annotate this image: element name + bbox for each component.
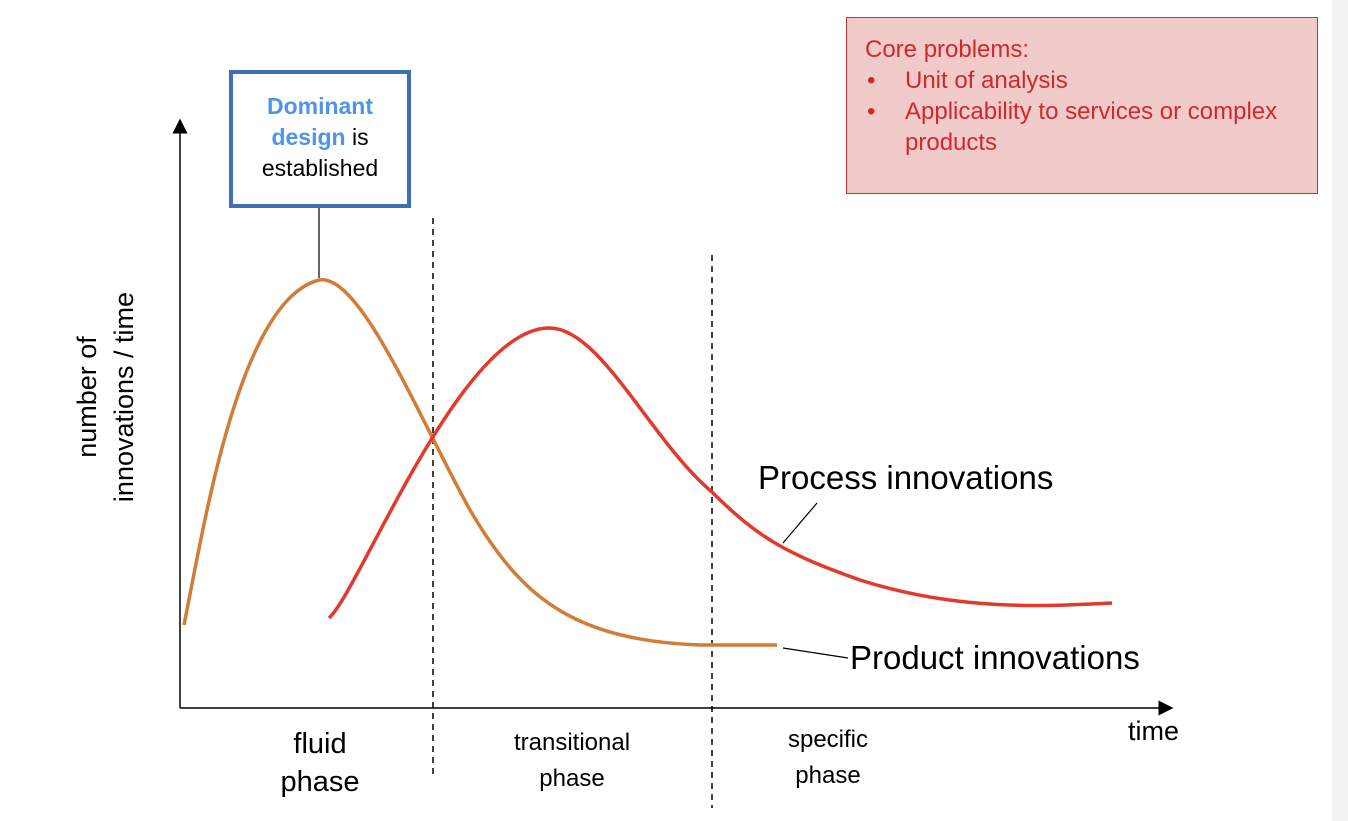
core-problems-heading: Core problems: [865, 36, 1030, 63]
product-label-leader [782, 647, 849, 659]
core-problems-box: Core problems: • Unit of analysis • Applic… [846, 17, 1318, 194]
dominant-design-callout: Dominant design is established [229, 70, 411, 208]
callout-text-established: established [261, 155, 379, 181]
process-innovations-curve [327, 326, 1113, 620]
process-innovations-label: Process innovations [758, 459, 1054, 496]
callout-text-is: is [345, 124, 369, 150]
product-innovations-label: Product innovations [850, 639, 1140, 676]
core-problem-item: • Applicability to services or complex pr… [867, 98, 1278, 156]
core-problems-list: • Unit of analysis • Applicability to serv… [865, 65, 1317, 158]
core-problem-item: • Unit of analysis [867, 67, 1068, 94]
product-innovations-curve [182, 278, 777, 647]
transitional-phase-label: transitional phase [513, 729, 631, 792]
fluid-phase-label: fluid phase [280, 728, 360, 798]
x-axis-label: time [1128, 716, 1180, 746]
bullet-icon: • [867, 98, 876, 125]
bullet-icon: • [867, 67, 876, 94]
process-label-leader [782, 502, 818, 544]
dominant-design-highlight: Dominant design [266, 93, 374, 150]
specific-phase-label: specific phase [787, 726, 869, 789]
right-edge-strip [1332, 0, 1348, 821]
y-axis-label: number of innovations / time [72, 291, 139, 503]
